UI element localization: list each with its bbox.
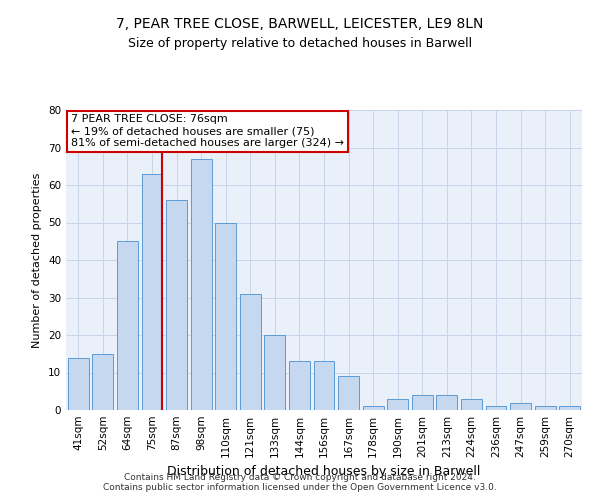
Bar	[535, 406, 556, 410]
Text: 7, PEAR TREE CLOSE, BARWELL, LEICESTER, LE9 8LN: 7, PEAR TREE CLOSE, BARWELL, LEICESTER, …	[116, 18, 484, 32]
Bar	[289, 361, 310, 410]
Text: Contains HM Land Registry data © Crown copyright and database right 2024.
Contai: Contains HM Land Registry data © Crown c…	[103, 473, 497, 492]
Bar	[117, 242, 138, 410]
Bar	[166, 200, 187, 410]
Bar	[559, 406, 580, 410]
Bar	[338, 376, 359, 410]
Bar	[191, 159, 212, 410]
Bar	[68, 358, 89, 410]
Bar	[362, 406, 383, 410]
Bar	[265, 335, 286, 410]
Bar	[412, 395, 433, 410]
Bar	[240, 294, 261, 410]
Y-axis label: Number of detached properties: Number of detached properties	[32, 172, 43, 348]
Bar	[142, 174, 163, 410]
Bar	[314, 361, 334, 410]
Text: 7 PEAR TREE CLOSE: 76sqm
← 19% of detached houses are smaller (75)
81% of semi-d: 7 PEAR TREE CLOSE: 76sqm ← 19% of detach…	[71, 114, 344, 148]
Text: Size of property relative to detached houses in Barwell: Size of property relative to detached ho…	[128, 38, 472, 51]
Bar	[92, 354, 113, 410]
Bar	[436, 395, 457, 410]
Bar	[461, 399, 482, 410]
Bar	[387, 399, 408, 410]
X-axis label: Distribution of detached houses by size in Barwell: Distribution of detached houses by size …	[167, 466, 481, 478]
Bar	[510, 402, 531, 410]
Bar	[215, 222, 236, 410]
Bar	[485, 406, 506, 410]
